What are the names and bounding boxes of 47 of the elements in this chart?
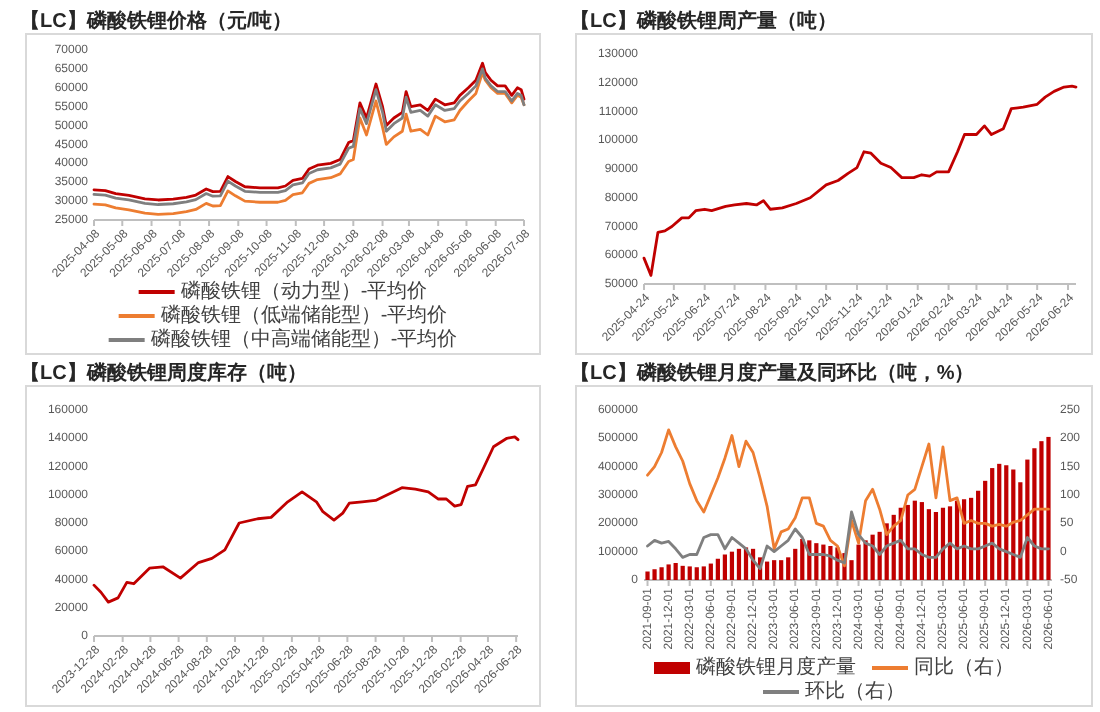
bar	[652, 569, 657, 580]
bar	[912, 500, 917, 580]
bar	[666, 564, 671, 580]
bar	[701, 566, 706, 580]
bar	[779, 560, 784, 580]
bar	[926, 509, 932, 580]
bar	[828, 546, 833, 580]
bar	[863, 540, 868, 580]
bar	[800, 538, 805, 580]
legend-label: 磷酸铁锂（低端储能型）-平均价	[158, 303, 448, 328]
chart-title: 【LC】磷酸铁锂月度产量及同环比（吨，%）	[570, 361, 975, 386]
bar	[1039, 441, 1044, 580]
line-series	[642, 84, 1078, 277]
line-series	[92, 435, 520, 604]
bar	[673, 563, 678, 580]
bar	[659, 567, 664, 580]
bar	[680, 565, 685, 580]
chart-title: 【LC】磷酸铁锂周度库存（吨）	[20, 361, 307, 386]
line-series	[646, 428, 1050, 568]
bar	[947, 506, 953, 580]
bar	[1032, 448, 1037, 580]
bar	[997, 463, 1002, 580]
bar	[990, 468, 995, 580]
chart-title: 【LC】磷酸铁锂价格（元/吨）	[20, 9, 293, 34]
bar	[708, 563, 713, 580]
legend-label: 同比（右）	[914, 655, 1014, 680]
chart-title: 【LC】磷酸铁锂周产量（吨）	[570, 9, 837, 34]
bar	[1004, 465, 1009, 580]
bar	[729, 551, 735, 580]
bar	[856, 544, 861, 580]
line-series	[646, 510, 1050, 571]
bar	[786, 557, 791, 580]
bar	[905, 504, 910, 580]
bar	[722, 554, 728, 580]
bar	[687, 566, 692, 580]
bar	[919, 502, 924, 580]
legend-label: 磷酸铁锂（动力型）-平均价	[178, 279, 428, 304]
bar	[645, 571, 650, 580]
bar	[764, 561, 770, 580]
bar	[715, 558, 720, 580]
legend-label: 环比（右）	[805, 679, 905, 704]
bar	[694, 567, 699, 580]
bar	[736, 548, 742, 580]
bar	[772, 560, 777, 580]
legend-label: 磷酸铁锂（中高端储能型）-平均价	[148, 327, 458, 352]
bar	[1046, 436, 1051, 580]
legend-label: 磷酸铁锂月度产量	[694, 655, 856, 680]
